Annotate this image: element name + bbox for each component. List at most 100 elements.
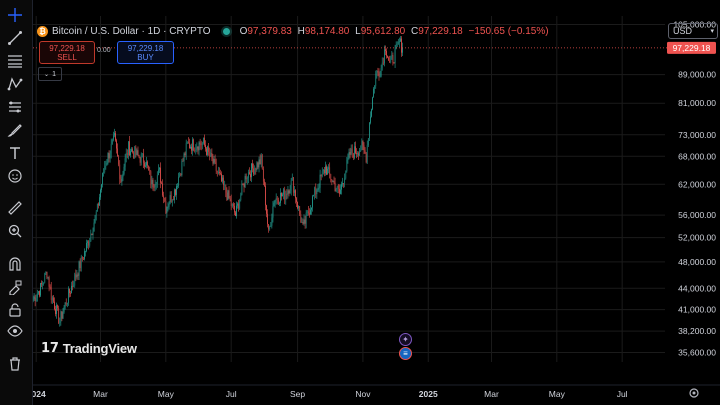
indicators-toggle[interactable]: ⌄ 1: [38, 67, 62, 81]
candle-body: [62, 312, 64, 319]
magnet-icon[interactable]: [4, 254, 26, 274]
trend-line-icon[interactable]: [4, 28, 26, 48]
zoom-icon[interactable]: [4, 221, 26, 241]
candle-body: [387, 55, 388, 58]
candle-body: [329, 167, 331, 175]
candle-body: [243, 184, 245, 188]
candle-body: [255, 168, 257, 170]
candle-body: [36, 293, 38, 298]
trash-icon[interactable]: [4, 354, 26, 374]
price-tick-label: 105,000.00: [673, 20, 716, 30]
event-marker-icon[interactable]: ✦: [399, 333, 412, 346]
symbol-title[interactable]: Bitcoin / U.S. Dollar · 1D · CRYPTO: [52, 25, 211, 37]
candle-body: [363, 145, 365, 151]
candle-body: [76, 274, 78, 278]
candle-body: [122, 173, 124, 177]
candle-body: [78, 261, 80, 276]
sell-button[interactable]: 97,229.18 SELL: [39, 41, 95, 64]
candle-body: [140, 154, 142, 163]
candle-body: [166, 207, 168, 214]
candle-body: [331, 179, 333, 182]
time-tick-label: 2025: [419, 389, 438, 399]
candle-body: [179, 173, 181, 177]
candle-body: [265, 185, 266, 206]
candle-body: [74, 274, 76, 286]
candle-body: [344, 178, 346, 184]
candle-body: [102, 172, 103, 185]
price-axis[interactable]: 105,000.00 89,000.00 81,000.00 73,000.00 68,…: [673, 20, 716, 358]
candle-body: [310, 209, 311, 215]
candle-body: [292, 177, 294, 193]
candle-body: [151, 179, 153, 184]
candle-body: [287, 190, 289, 195]
time-tick-label: Mar: [93, 389, 108, 399]
candle-body: [35, 297, 37, 302]
candle-body: [231, 203, 233, 206]
candle-body: [272, 206, 274, 218]
candle-body: [283, 189, 284, 195]
candle-body: [362, 141, 364, 146]
candle-body: [70, 293, 71, 294]
text-icon[interactable]: [4, 143, 26, 163]
candle-body: [88, 241, 90, 246]
price-chart[interactable]: 105,000.00 89,000.00 81,000.00 73,000.00 68,…: [33, 0, 720, 405]
fib-icon[interactable]: [4, 51, 26, 71]
candle-body: [54, 301, 55, 310]
candle-body: [264, 181, 265, 186]
tradingview-logo: 𝟭𝟳 TradingView: [41, 340, 137, 356]
candle-body: [128, 141, 129, 156]
candle-body: [355, 146, 356, 154]
gear-icon[interactable]: [688, 387, 700, 399]
candlestick-series: [33, 35, 403, 327]
ohlc-values: O97,379.83 H98,174.80 L95,612.80 C97,229…: [239, 25, 549, 37]
time-axis[interactable]: 2024 Mar May Jul Sep Nov 2025 Mar May Jul: [33, 384, 720, 399]
candle-body: [176, 186, 177, 195]
candle-body: [232, 203, 234, 206]
market-open-icon: [222, 27, 230, 35]
crosshair-icon[interactable]: [4, 5, 26, 25]
forecast-icon[interactable]: [4, 97, 26, 117]
candle-body: [382, 62, 384, 64]
candle-body: [99, 197, 100, 206]
ruler-icon[interactable]: [4, 198, 26, 218]
candle-body: [300, 214, 302, 223]
candle-body: [200, 144, 202, 146]
candle-body: [279, 202, 280, 204]
candle-body: [51, 297, 53, 300]
us-flag-event-icon[interactable]: ≡: [399, 347, 412, 360]
candle-body: [332, 180, 334, 182]
candle-body: [96, 203, 98, 212]
candle-body: [321, 171, 323, 177]
candle-body: [177, 186, 178, 187]
candle-body: [65, 302, 67, 305]
candle-body: [57, 305, 58, 308]
candle-body: [174, 189, 175, 200]
price-change: −150.65 (−0.15%): [468, 25, 549, 37]
tv-logo-icon: 𝟭𝟳: [41, 340, 59, 355]
brush-icon[interactable]: [4, 120, 26, 140]
candle-body: [372, 97, 373, 110]
candle-body: [61, 311, 63, 319]
candle-body: [280, 192, 281, 203]
candle-body: [135, 146, 137, 155]
candle-body: [199, 142, 201, 145]
currency-select[interactable]: USD ▾: [668, 23, 718, 39]
last-price-label: 97,229.18: [673, 43, 711, 53]
pattern-icon[interactable]: [4, 74, 26, 94]
candle-body: [273, 202, 275, 207]
candle-body: [281, 192, 282, 197]
candle-body: [146, 161, 147, 166]
candle-body: [256, 162, 258, 170]
candle-body: [141, 153, 143, 155]
candle-body: [60, 311, 62, 322]
candle-body: [73, 285, 75, 287]
lock-draw-icon[interactable]: [4, 277, 26, 297]
candle-body: [397, 42, 399, 44]
emoji-icon[interactable]: [4, 166, 26, 186]
eye-icon[interactable]: [4, 321, 26, 341]
candle-body: [225, 184, 227, 193]
buy-button[interactable]: 97,229.18 BUY: [117, 41, 174, 64]
candle-body: [84, 251, 85, 260]
candle-body: [115, 133, 116, 141]
lock-icon[interactable]: [4, 300, 26, 320]
